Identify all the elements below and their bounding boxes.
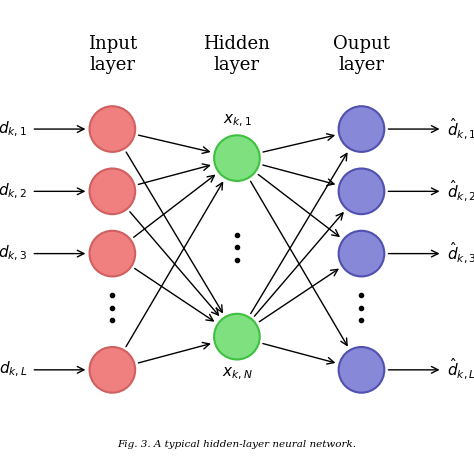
Text: $\hat{d}_{k,L}$: $\hat{d}_{k,L}$ (447, 357, 474, 383)
Text: Input
layer: Input layer (88, 35, 137, 74)
Circle shape (90, 106, 135, 152)
Circle shape (338, 347, 384, 392)
Text: Ouput
layer: Ouput layer (333, 35, 390, 74)
Text: $d_{k,1}$: $d_{k,1}$ (0, 119, 27, 139)
Text: $x_{k,1}$: $x_{k,1}$ (222, 113, 251, 129)
Text: $d_{k,L}$: $d_{k,L}$ (0, 360, 27, 380)
Text: $d_{k,2}$: $d_{k,2}$ (0, 182, 27, 201)
Circle shape (90, 347, 135, 392)
Circle shape (90, 231, 135, 276)
Circle shape (338, 106, 384, 152)
Circle shape (214, 314, 260, 359)
Text: $\hat{d}_{k,1}$: $\hat{d}_{k,1}$ (447, 117, 474, 142)
Circle shape (338, 231, 384, 276)
Text: Hidden
layer: Hidden layer (203, 35, 270, 74)
Text: Fig. 3. A typical hidden-layer neural network.: Fig. 3. A typical hidden-layer neural ne… (118, 440, 356, 449)
Text: $d_{k,3}$: $d_{k,3}$ (0, 244, 27, 263)
Circle shape (338, 168, 384, 214)
Text: $\hat{d}_{k,2}$: $\hat{d}_{k,2}$ (447, 179, 474, 204)
Text: $\hat{d}_{k,3}$: $\hat{d}_{k,3}$ (447, 241, 474, 266)
Text: $x_{k,N}$: $x_{k,N}$ (221, 366, 252, 382)
Circle shape (214, 135, 260, 181)
Circle shape (90, 168, 135, 214)
